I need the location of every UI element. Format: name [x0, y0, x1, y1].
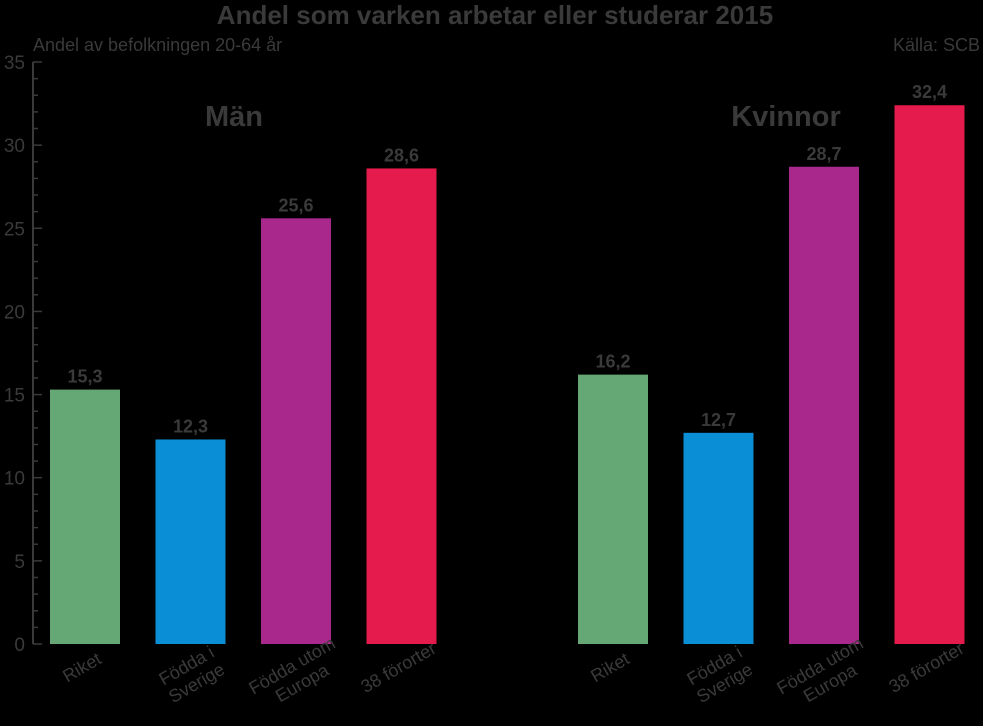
category-label-line: 38 förorter	[358, 638, 440, 697]
category-label: 38 förorter	[886, 638, 968, 697]
bar	[50, 389, 120, 644]
group-label: Kvinnor	[731, 101, 841, 133]
category-label: Födda iSverige	[683, 642, 756, 707]
data-label: 12,7	[701, 410, 736, 430]
category-label: Riket	[587, 649, 633, 687]
category-label-line: Riket	[587, 649, 633, 687]
y-tick-label: 15	[4, 386, 25, 407]
y-tick-label: 0	[14, 635, 25, 656]
chart-title: Andel som varken arbetar eller studerar …	[217, 0, 773, 30]
data-label: 15,3	[67, 367, 102, 387]
category-label-line: Riket	[59, 649, 105, 687]
bar	[155, 439, 226, 644]
y-axis-label: Andel av befolkningen 20-64 år	[33, 35, 282, 55]
y-tick-label: 5	[14, 552, 25, 573]
bar	[366, 168, 437, 644]
y-tick-label: 35	[4, 53, 25, 74]
category-label: Födda utomEuropa	[773, 633, 876, 716]
data-label: 28,6	[384, 145, 419, 165]
bar	[789, 166, 859, 644]
bar	[894, 105, 965, 645]
data-label: 25,6	[278, 195, 313, 215]
data-label: 28,7	[806, 144, 841, 164]
bar	[261, 218, 331, 644]
y-tick-label: 25	[4, 219, 25, 240]
category-label-line: 38 förorter	[886, 638, 968, 697]
y-tick-label: 20	[4, 302, 25, 323]
group-label: Män	[205, 101, 263, 133]
category-label: 38 förorter	[358, 638, 440, 697]
y-tick-label: 30	[4, 136, 25, 157]
data-label: 12,3	[173, 416, 208, 436]
data-label: 16,2	[595, 352, 630, 372]
bar	[683, 432, 754, 644]
source-label: Källa: SCB	[893, 35, 980, 55]
y-axis: 0 5 10 15 20 25 30 35	[4, 53, 42, 656]
bar	[578, 374, 648, 644]
category-label: Födda utomEuropa	[245, 633, 348, 716]
category-label: Födda iSverige	[155, 642, 228, 707]
category-label: Riket	[59, 649, 105, 687]
y-tick-label: 10	[4, 469, 25, 490]
data-label: 32,4	[912, 82, 947, 102]
bars: Män 15,3 Riket 12,3 Födda iSverige 25,6 Födda …	[50, 82, 968, 716]
